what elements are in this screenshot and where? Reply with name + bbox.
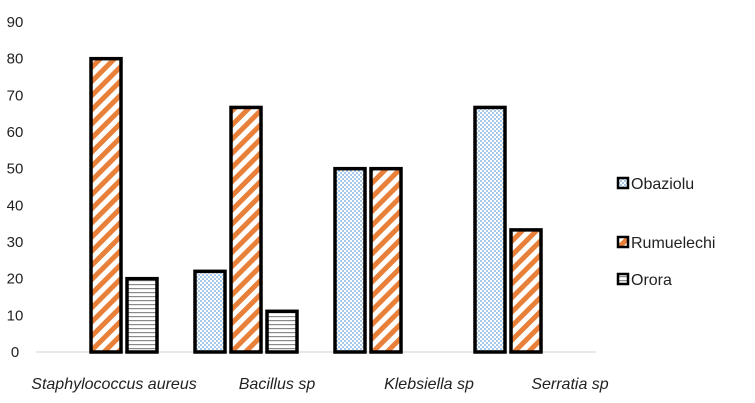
y-tick-label: 80 <box>7 51 24 68</box>
y-tick-label: 60 <box>7 124 24 141</box>
bar-obaziolu-2 <box>333 166 367 354</box>
y-tick-label: 10 <box>7 307 24 324</box>
legend: Obaziolu Rumuelechi Orora <box>616 176 715 289</box>
bar-rumuelechi-0 <box>89 56 123 354</box>
y-tick-label: 20 <box>7 271 24 288</box>
bar-rumuelechi-1 <box>229 105 263 354</box>
y-tick-label: 90 <box>7 14 24 31</box>
bar-obaziolu-1 <box>193 269 227 354</box>
y-tick-label: 70 <box>7 87 24 104</box>
bar-orora-1 <box>265 309 299 354</box>
y-tick-label: 50 <box>7 161 24 178</box>
bar-orora-0 <box>125 276 159 354</box>
legend-swatch-obaziolu <box>616 176 630 190</box>
y-tick-label: 0 <box>11 344 19 361</box>
y-tick-label: 30 <box>7 234 24 251</box>
bar-obaziolu-3 <box>473 105 507 354</box>
bars <box>89 56 543 354</box>
legend-swatch-orora <box>616 272 630 286</box>
legend-label-rumuelechi: Rumuelechi <box>631 235 715 252</box>
bar-rumuelechi-2 <box>369 166 403 354</box>
x-category-label: Serratia sp <box>531 376 608 393</box>
legend-swatch-rumuelechi <box>616 235 630 249</box>
x-category-label: Klebsiella sp <box>384 376 474 393</box>
y-tick-label: 40 <box>7 197 24 214</box>
y-axis: 0 10 20 30 40 50 60 70 80 90 <box>7 14 24 361</box>
x-category-label: Bacillus sp <box>239 376 316 393</box>
legend-label-obaziolu: Obaziolu <box>631 176 694 193</box>
legend-label-orora: Orora <box>631 272 672 289</box>
bar-rumuelechi-3 <box>509 228 543 354</box>
x-category-label: Staphylococcus aureus <box>31 376 196 393</box>
x-axis-category-labels: Staphylococcus aureus Bacillus sp Klebsiel… <box>31 376 609 393</box>
